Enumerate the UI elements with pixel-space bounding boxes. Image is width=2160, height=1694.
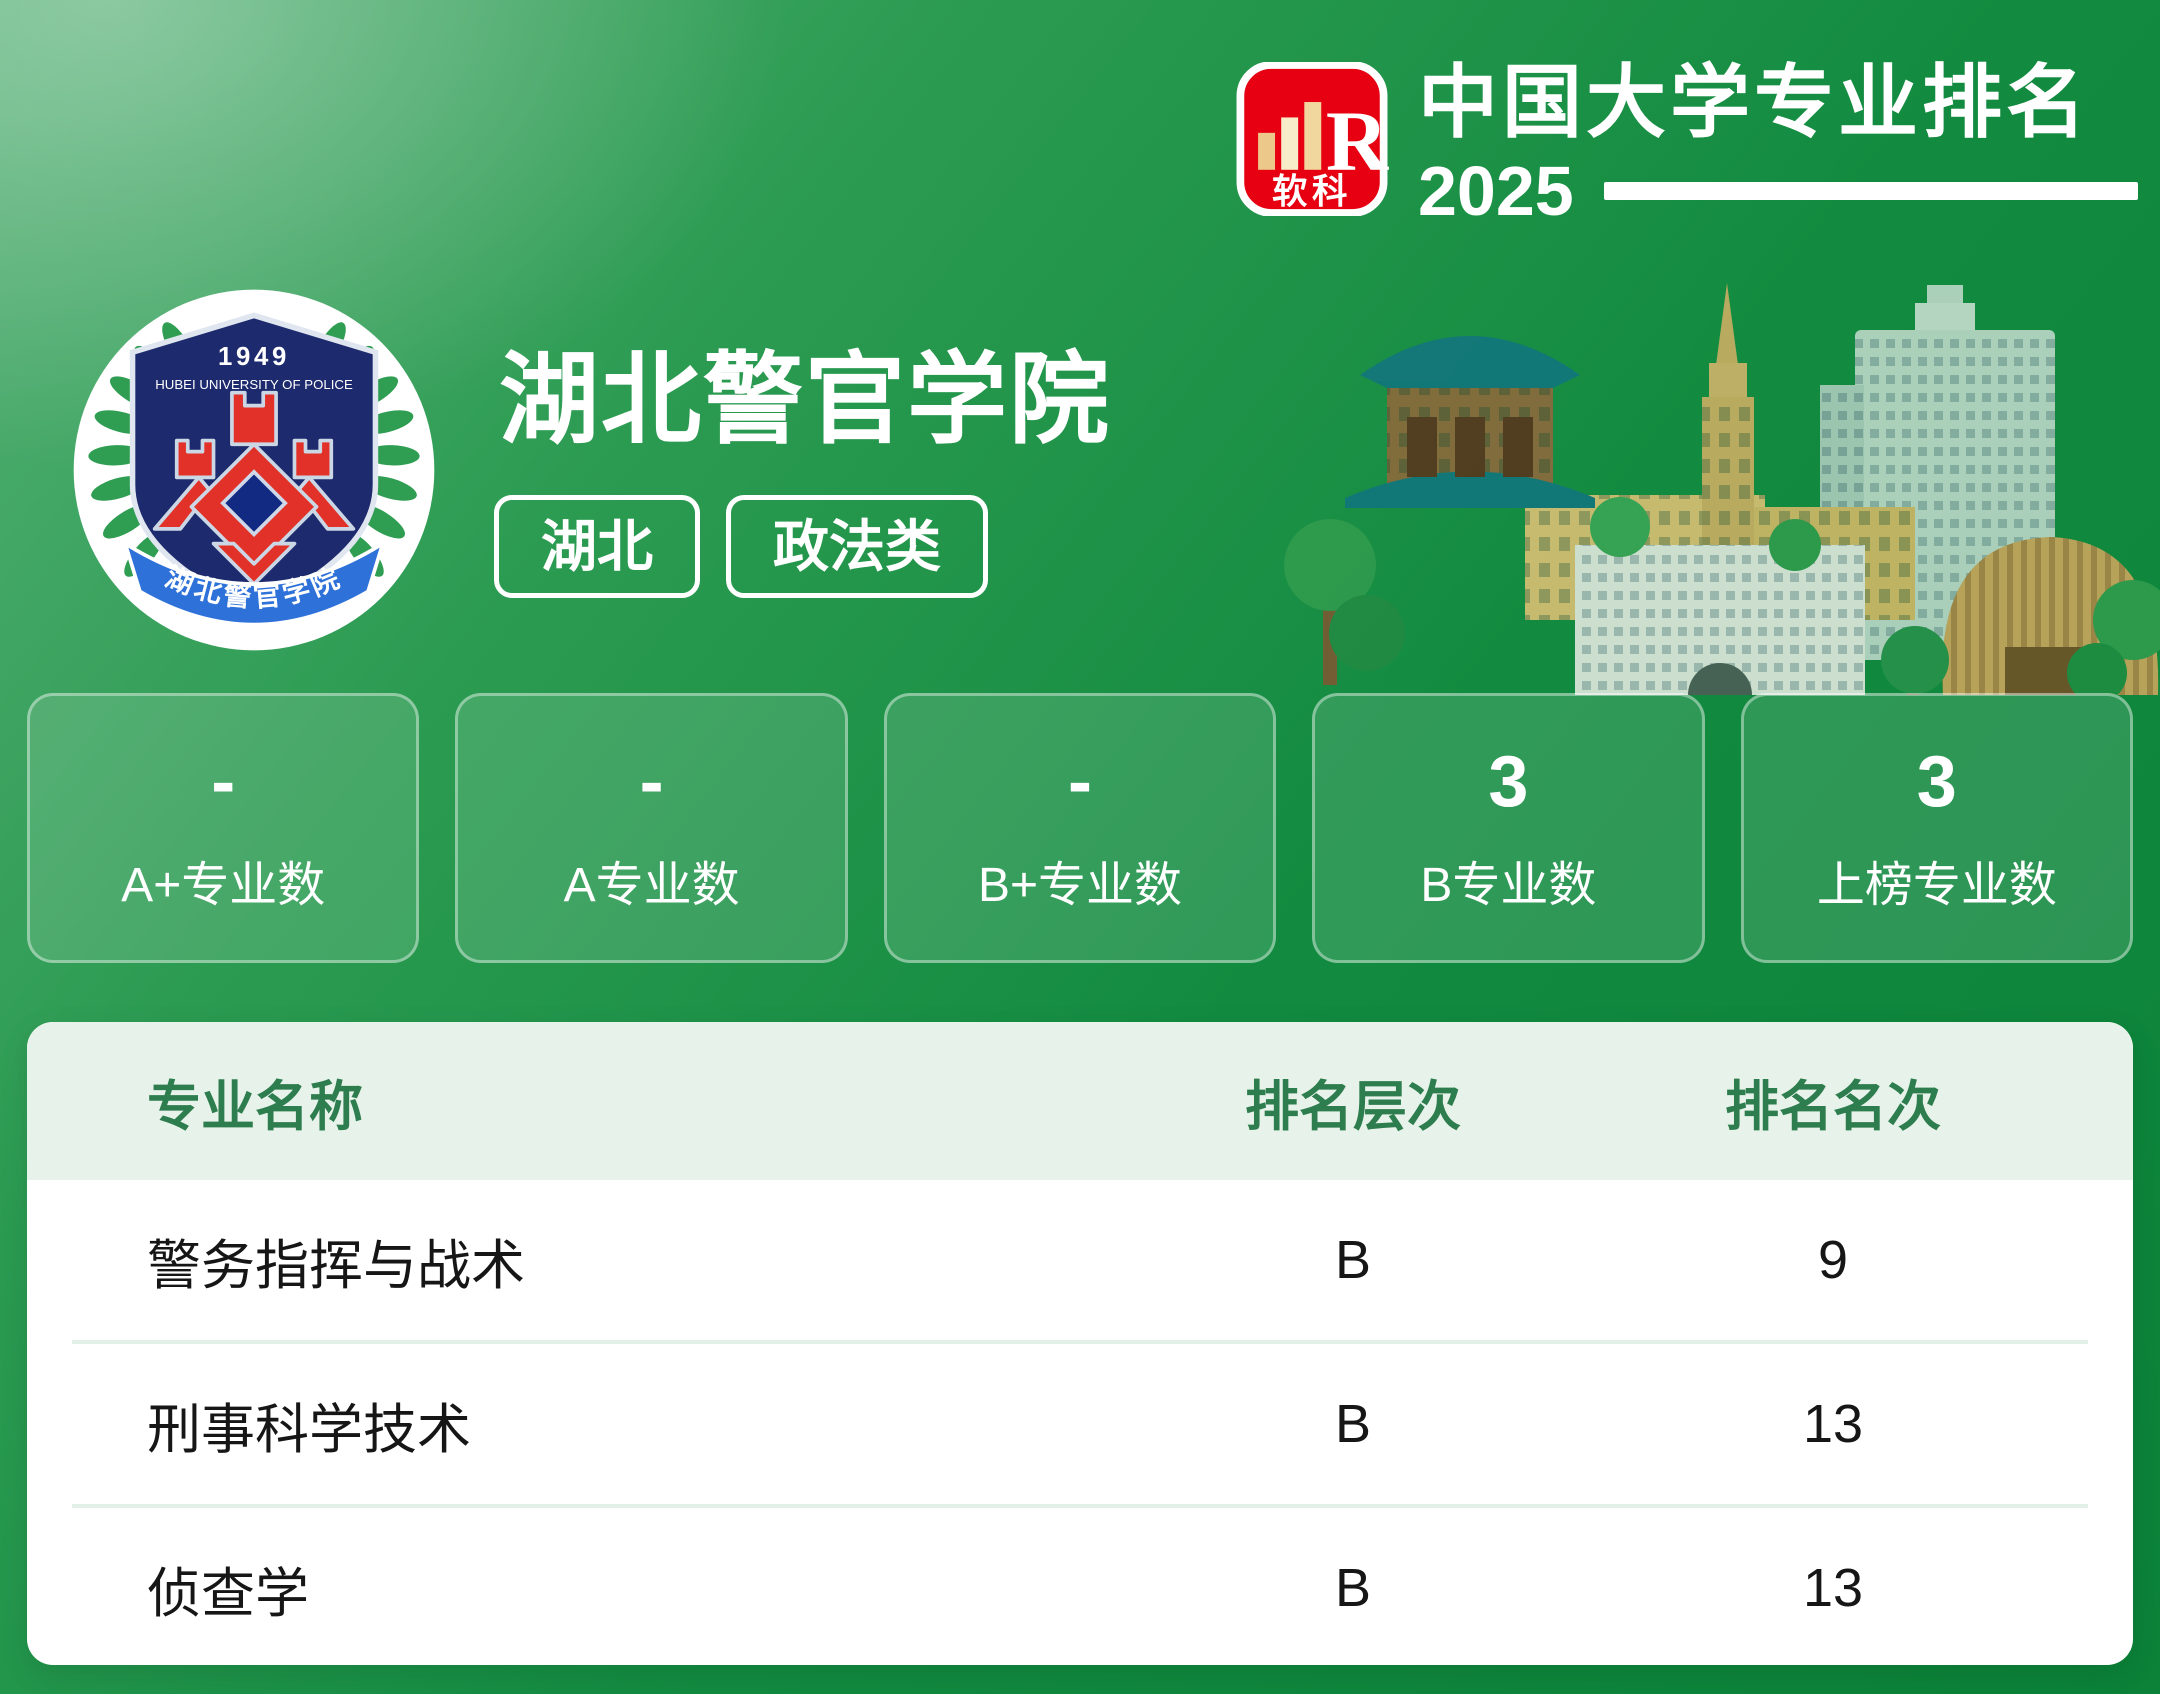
rank-value: 13 [1802,1558,1864,1618]
stat-value: - [639,742,664,822]
row-divider [72,1340,2088,1344]
tag-category: 政法类 [726,495,988,599]
major-name: 侦查学 [147,1563,309,1624]
emblem-ribbon [121,539,387,627]
table-header: 专业名称 排名层次 排名名次 [27,1022,2133,1180]
stat-label: A+专业数 [121,859,326,912]
brand-block: R 软科 中国大学专业排名 2025 [1232,62,2138,226]
header-tier: 排名层次 [1245,1076,1461,1137]
rank-value: 9 [1817,1230,1849,1290]
logo-r-glyph: R [1326,93,1390,189]
stat-label: A专业数 [563,859,740,912]
rank-value: 13 [1802,1394,1864,1454]
ranking-table: 专业名称 排名层次 排名名次 警务指挥与战术 B 9 刑事科学技术 B 13 侦… [27,1022,2133,1665]
stat-card-b-plus: - B+专业数 [883,693,1277,963]
university-emblem: 1949 HUBEI UNIVERSITY OF POLICE 湖北警官学院 [73,289,435,651]
tier-value: B [1334,1230,1372,1290]
stat-value: 3 [1488,742,1529,822]
brand-title: 中国大学专业排名 [1418,58,2090,147]
logo-bar-2 [1281,117,1299,170]
emblem-name-en: HUBEI UNIVERSITY OF POLICE [155,377,353,392]
brand-rule-line [1603,181,2138,200]
tag-row: 湖北 政法类 [494,495,988,599]
stats-row: - A+专业数 - A专业数 - B+专业数 3 B专业数 3 上榜专业数 [27,693,2134,963]
logo-bar-1 [1258,132,1276,170]
stat-value: 3 [1916,742,1957,822]
brand-year: 2025 [1418,151,1574,230]
stat-card-total: 3 上榜专业数 [1740,693,2134,963]
header-major: 专业名称 [147,1076,363,1137]
table-row: 刑事科学技术 B 13 [27,1344,2133,1504]
header-rank: 排名名次 [1725,1076,1941,1137]
stat-card-a: - A专业数 [455,693,848,963]
row-divider [72,1504,2088,1508]
ruanke-logo-icon: R 软科 [1236,62,1390,216]
brand-text: 中国大学专业排名 2025 [1418,62,2138,226]
tier-value: B [1334,1558,1372,1618]
campus-illustration [1284,283,2160,695]
stat-label: B专业数 [1420,859,1597,912]
major-name: 警务指挥与战术 [147,1235,525,1296]
table-row: 侦查学 B 13 [27,1508,2133,1665]
tier-value: B [1334,1394,1372,1454]
logo-wordmark: 软科 [1272,172,1352,212]
tag-region: 湖北 [494,495,700,599]
logo-bar-3 [1304,102,1322,170]
stat-card-b: 3 B专业数 [1312,693,1705,963]
stat-value: - [211,742,236,822]
university-name: 湖北警官学院 [499,344,1111,456]
stat-card-a-plus: - A+专业数 [27,693,420,963]
stat-label: 上榜专业数 [1816,859,2057,912]
brand-year-row: 2025 [1418,156,2138,226]
table-row: 警务指挥与战术 B 9 [27,1180,2133,1340]
stat-label: B+专业数 [977,859,1183,912]
emblem-diamond [220,469,288,537]
emblem-year: 1949 [218,343,290,371]
major-name: 刑事科学技术 [147,1399,471,1460]
stat-value: - [1068,742,1092,822]
